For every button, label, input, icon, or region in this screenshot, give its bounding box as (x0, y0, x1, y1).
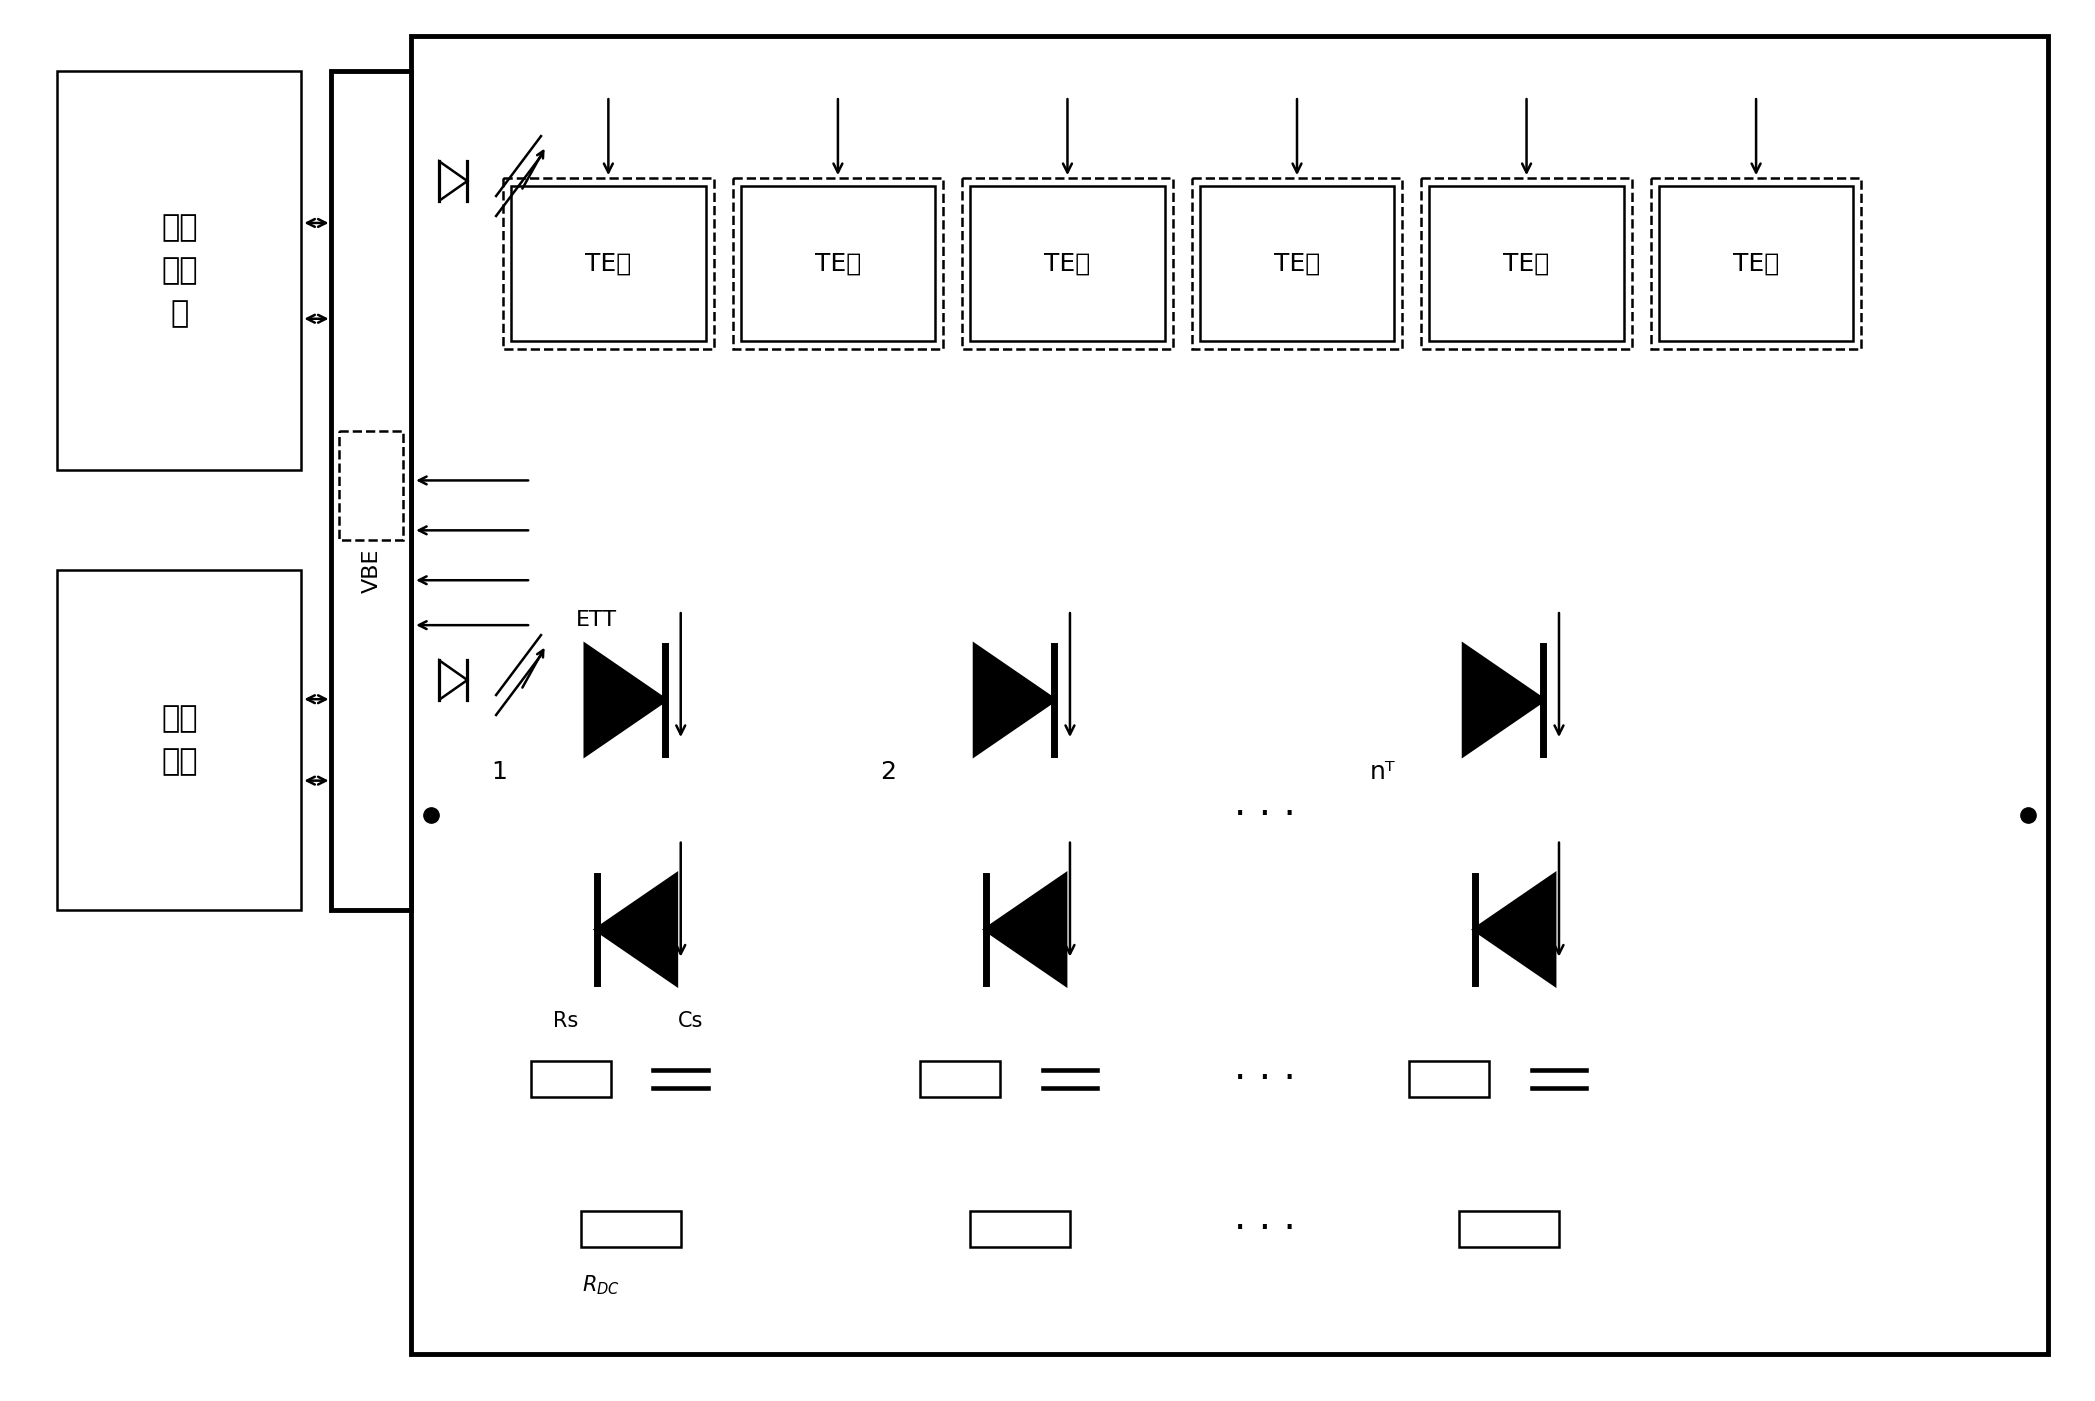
Text: 2: 2 (880, 759, 897, 785)
Bar (920, 1062, 999, 1097)
Bar (580, 1210, 681, 1247)
Text: $R_{DC}$: $R_{DC}$ (582, 1274, 620, 1297)
Text: ETT: ETT (576, 611, 618, 630)
Text: TE板: TE板 (1043, 251, 1091, 276)
Text: · · ·: · · · (1234, 1061, 1295, 1098)
Bar (57, 71, 302, 471)
Bar (1410, 1062, 1490, 1097)
Polygon shape (974, 646, 1054, 754)
Bar (733, 178, 943, 349)
Bar (1200, 186, 1395, 340)
Text: TE板: TE板 (585, 251, 631, 276)
Bar (530, 1062, 612, 1097)
Bar (511, 186, 706, 340)
Text: 控制
系统: 控制 系统 (161, 705, 197, 776)
Text: · · ·: · · · (1234, 796, 1295, 834)
Bar (970, 186, 1165, 340)
Text: TE板: TE板 (815, 251, 861, 276)
Bar (1651, 178, 1860, 349)
Polygon shape (440, 660, 467, 699)
Polygon shape (987, 876, 1064, 984)
Text: 1: 1 (490, 759, 507, 785)
Bar (1429, 186, 1624, 340)
Polygon shape (440, 161, 467, 200)
Text: Cs: Cs (679, 1012, 704, 1031)
Bar (339, 430, 402, 541)
Polygon shape (587, 646, 664, 754)
Bar (1420, 178, 1632, 349)
Polygon shape (1464, 646, 1542, 754)
Bar (503, 178, 714, 349)
Bar (1460, 1210, 1559, 1247)
Text: TE板: TE板 (1504, 251, 1550, 276)
Bar (1659, 186, 1854, 340)
Text: nᵀ: nᵀ (1370, 759, 1395, 785)
Text: TE板: TE板 (1274, 251, 1320, 276)
Bar (742, 186, 934, 340)
Bar (57, 570, 302, 909)
Bar (970, 1210, 1071, 1247)
Bar (411, 36, 2049, 1353)
Bar (1192, 178, 1402, 349)
Text: · · ·: · · · (1234, 1210, 1295, 1248)
Polygon shape (597, 876, 677, 984)
Text: VBE: VBE (360, 548, 381, 593)
Bar (331, 71, 411, 909)
Text: Rs: Rs (553, 1012, 578, 1031)
Text: TE板: TE板 (1733, 251, 1779, 276)
Polygon shape (1475, 876, 1554, 984)
Bar (962, 178, 1173, 349)
Text: 当地
工作
站: 当地 工作 站 (161, 213, 197, 328)
